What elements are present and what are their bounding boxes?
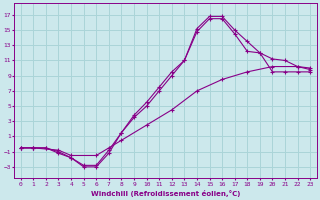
X-axis label: Windchill (Refroidissement éolien,°C): Windchill (Refroidissement éolien,°C) xyxy=(91,190,240,197)
